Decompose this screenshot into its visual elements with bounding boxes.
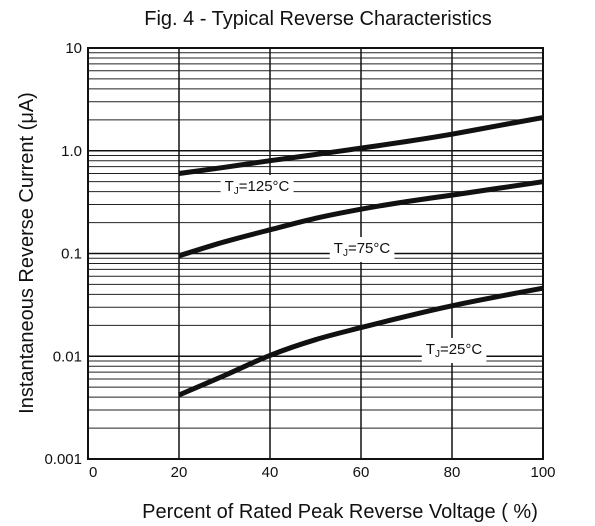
- plot-area: TJ=125°C TJ=75°C TJ=25°C: [87, 47, 544, 460]
- x-axis-label: Percent of Rated Peak Reverse Voltage ( …: [142, 501, 538, 523]
- series-label-text: TJ=25°C: [426, 341, 483, 360]
- y-tick-label: 1.0: [61, 143, 82, 160]
- plot-border: [87, 47, 544, 460]
- series-curves: [178, 115, 544, 398]
- y-axis-label: Instantaneous Reverse Current (μA): [16, 92, 38, 414]
- series-labels: TJ=125°C TJ=75°C TJ=25°C: [220, 175, 487, 363]
- chart-title: Fig. 4 - Typical Reverse Characteristics: [144, 8, 492, 30]
- series-label-0: TJ=125°C: [220, 175, 294, 200]
- series-label-2: TJ=25°C: [421, 338, 487, 363]
- x-tick-label: 0: [89, 464, 97, 481]
- x-axis-ticks: 0 20 40 60 80 100: [89, 464, 556, 481]
- series-label-text: TJ=75°C: [334, 240, 391, 259]
- series-label-background: [421, 338, 487, 363]
- x-tick-label: 40: [262, 464, 279, 481]
- x-tick-label: 100: [530, 464, 555, 481]
- series-line-1: [178, 179, 544, 259]
- series-label-background: [329, 237, 395, 262]
- series-label-background: [220, 175, 294, 200]
- x-tick-label: 60: [353, 464, 370, 481]
- series-label-text: TJ=125°C: [225, 178, 290, 197]
- x-tick-label: 80: [444, 464, 461, 481]
- x-tick-label: 20: [171, 464, 188, 481]
- y-axis-ticks: 0.001 0.01 0.1 1.0 10: [44, 40, 82, 468]
- series-line-0: [178, 115, 544, 176]
- y-tick-label: 0.01: [53, 348, 82, 365]
- y-tick-label: 0.001: [44, 451, 82, 468]
- series-label-1: TJ=75°C: [329, 237, 395, 262]
- minor-gridlines: [88, 52, 543, 429]
- y-tick-label: 10: [65, 40, 82, 57]
- series-line-2: [178, 285, 544, 398]
- y-tick-label: 0.1: [61, 246, 82, 263]
